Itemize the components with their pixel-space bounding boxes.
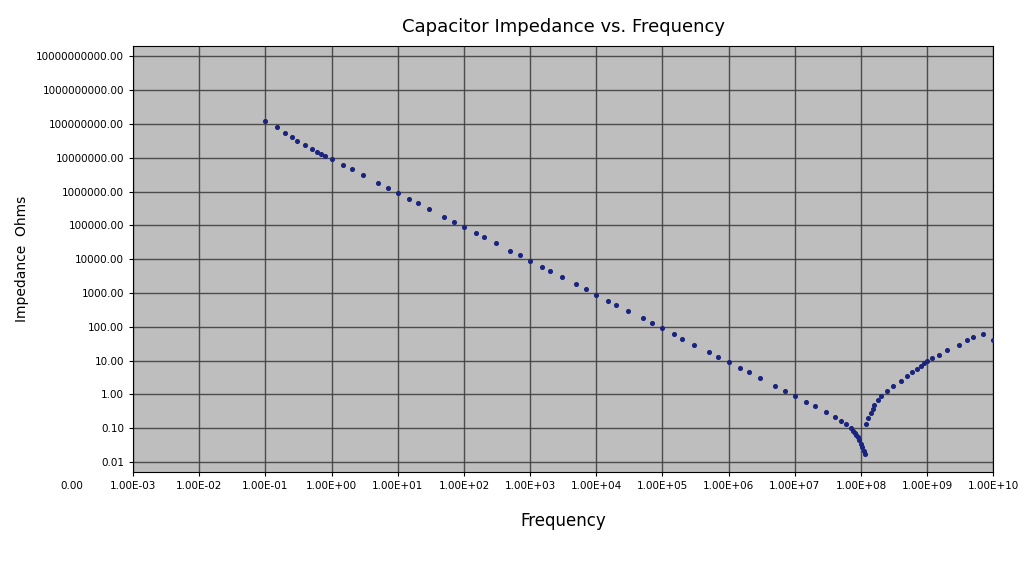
Point xyxy=(568,280,585,289)
Point xyxy=(317,151,334,161)
Point xyxy=(848,430,864,439)
Point xyxy=(522,256,539,266)
Point xyxy=(370,179,386,188)
Point xyxy=(740,368,757,377)
Point xyxy=(284,132,300,142)
Point xyxy=(851,435,867,445)
Point xyxy=(269,123,286,132)
Point xyxy=(335,161,351,170)
Point xyxy=(578,285,594,294)
Point xyxy=(850,433,866,442)
Point xyxy=(854,442,870,452)
Point xyxy=(456,222,472,232)
Point xyxy=(950,340,967,349)
Point xyxy=(343,165,359,174)
Point xyxy=(912,361,929,370)
Point xyxy=(309,147,326,156)
X-axis label: Frequency: Frequency xyxy=(520,512,606,530)
Point xyxy=(467,228,483,237)
Point xyxy=(975,329,991,339)
Point xyxy=(686,340,702,349)
Point xyxy=(278,128,294,137)
Point xyxy=(845,426,861,435)
Title: Capacitor Impedance vs. Frequency: Capacitor Impedance vs. Frequency xyxy=(401,18,725,36)
Point xyxy=(620,306,636,315)
Point xyxy=(732,363,749,373)
Point xyxy=(853,439,869,448)
Point xyxy=(297,141,313,150)
Point xyxy=(721,358,737,367)
Point xyxy=(866,400,883,410)
Point xyxy=(512,251,528,260)
Point xyxy=(966,332,982,342)
Point xyxy=(904,368,921,377)
Point xyxy=(860,414,877,423)
Point xyxy=(421,204,437,214)
Point xyxy=(502,246,518,255)
Point xyxy=(303,145,319,154)
Point xyxy=(654,324,671,333)
Point xyxy=(939,346,955,355)
Point xyxy=(752,374,768,383)
Point xyxy=(767,381,783,391)
Point xyxy=(958,336,975,345)
Y-axis label: Impedance  Ohms: Impedance Ohms xyxy=(15,196,29,323)
Text: 0.00: 0.00 xyxy=(60,481,83,491)
Point xyxy=(919,356,935,365)
Point xyxy=(864,404,881,414)
Point xyxy=(700,347,717,357)
Point xyxy=(608,300,625,309)
Point xyxy=(534,262,550,271)
Point xyxy=(931,350,947,359)
Point xyxy=(487,238,504,248)
Point xyxy=(355,171,372,180)
Point xyxy=(634,313,650,323)
Point xyxy=(869,395,886,404)
Point xyxy=(436,212,453,221)
Point xyxy=(257,116,273,126)
Point xyxy=(554,272,570,282)
Point xyxy=(915,358,932,367)
Point xyxy=(847,428,863,437)
Point xyxy=(313,149,330,158)
Point xyxy=(899,372,915,381)
Point xyxy=(401,195,418,204)
Point xyxy=(379,183,395,192)
Point xyxy=(908,365,925,374)
Point xyxy=(862,408,879,418)
Point xyxy=(807,401,823,411)
Point xyxy=(289,136,305,145)
Point xyxy=(879,386,895,395)
Point xyxy=(674,334,690,343)
Point xyxy=(833,416,849,425)
Point xyxy=(786,392,803,401)
Point xyxy=(855,446,871,455)
Point xyxy=(542,266,558,275)
Point xyxy=(644,319,660,328)
Point xyxy=(826,412,843,421)
Point xyxy=(600,296,616,305)
Point xyxy=(838,420,854,429)
Point xyxy=(985,336,1001,345)
Point xyxy=(476,233,493,242)
Point xyxy=(776,386,793,395)
Point xyxy=(588,290,604,299)
Point xyxy=(893,377,909,386)
Point xyxy=(857,449,873,458)
Point xyxy=(666,329,682,339)
Point xyxy=(799,397,815,407)
Point xyxy=(324,155,340,164)
Point xyxy=(885,381,901,391)
Point xyxy=(843,424,859,433)
Point xyxy=(389,188,406,198)
Point xyxy=(818,408,835,417)
Point xyxy=(445,217,462,226)
Point xyxy=(410,199,426,208)
Point xyxy=(925,354,941,363)
Point xyxy=(872,392,889,401)
Point xyxy=(711,352,727,361)
Point xyxy=(858,420,874,429)
